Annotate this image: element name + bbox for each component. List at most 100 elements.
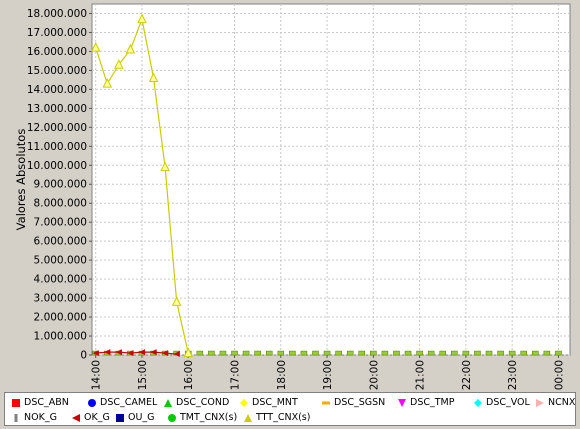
baseline-marker bbox=[219, 350, 227, 356]
x-tick-label: 19:00 bbox=[322, 360, 334, 390]
baseline-marker bbox=[381, 350, 389, 356]
legend-label: TMT_CNX(s) bbox=[180, 412, 238, 423]
x-tick-label: 23:00 bbox=[507, 360, 519, 390]
legend-marker-icon bbox=[240, 399, 248, 407]
baseline-marker bbox=[404, 350, 412, 356]
y-tick-label: 0 bbox=[80, 350, 87, 362]
y-tick-label: 18.000.000 bbox=[27, 8, 87, 20]
data-point bbox=[104, 349, 111, 356]
data-point bbox=[138, 349, 145, 356]
data-point bbox=[127, 350, 134, 357]
legend-marker-icon bbox=[164, 399, 172, 407]
legend-label: DSC_TMP bbox=[410, 397, 455, 408]
baseline-marker bbox=[208, 350, 215, 356]
y-tick-label: 11.000.000 bbox=[27, 141, 87, 153]
data-point bbox=[90, 42, 101, 52]
legend-marker-icon bbox=[72, 414, 80, 422]
legend-label: DSC_CAMEL bbox=[100, 397, 158, 408]
legend-label: DSC_ABN bbox=[24, 397, 69, 408]
legend-label: OK_G bbox=[84, 412, 110, 423]
baseline-marker bbox=[508, 350, 516, 356]
data-point bbox=[125, 43, 136, 54]
x-tick-label: 22:00 bbox=[461, 360, 473, 390]
baseline-marker bbox=[300, 350, 308, 356]
data-point bbox=[162, 350, 169, 357]
baseline-marker bbox=[346, 350, 354, 356]
baseline-marker bbox=[196, 350, 204, 356]
legend-label: NOK_G bbox=[24, 412, 57, 423]
baseline-marker bbox=[474, 350, 481, 356]
x-tick-label: 18:00 bbox=[276, 360, 288, 390]
data-point bbox=[160, 161, 170, 172]
baseline-marker bbox=[370, 350, 377, 356]
y-tick-label: 1.000.000 bbox=[34, 331, 87, 343]
data-point bbox=[148, 72, 159, 82]
x-tick-label: 17:00 bbox=[230, 360, 242, 390]
legend-marker-icon bbox=[322, 401, 330, 405]
y-tick-label: 12.000.000 bbox=[27, 122, 87, 134]
data-point bbox=[137, 13, 147, 24]
legend-marker-icon bbox=[168, 414, 176, 422]
data-point bbox=[102, 78, 113, 88]
legend-marker-icon bbox=[536, 399, 544, 407]
baseline-marker bbox=[451, 350, 458, 356]
x-tick-label: 21:00 bbox=[415, 360, 427, 390]
data-point bbox=[114, 59, 124, 69]
y-tick-label: 7.000.000 bbox=[34, 217, 87, 229]
y-tick-label: 17.000.000 bbox=[27, 27, 87, 39]
data-point bbox=[173, 351, 180, 358]
y-tick-label: 9.000.000 bbox=[34, 179, 87, 191]
baseline-marker bbox=[439, 350, 447, 356]
legend-marker-icon bbox=[244, 414, 252, 422]
y-tick-label: 13.000.000 bbox=[27, 103, 87, 115]
baseline-marker bbox=[323, 350, 331, 356]
legend-marker-icon bbox=[116, 414, 124, 422]
baseline-marker bbox=[254, 350, 261, 356]
x-tick-label: 14:00 bbox=[91, 360, 103, 390]
legend-marker-icon bbox=[14, 414, 18, 422]
baseline-marker bbox=[485, 350, 493, 356]
baseline-marker bbox=[312, 350, 319, 356]
baseline-marker bbox=[231, 350, 238, 356]
legend-label: DSC_SGSN bbox=[334, 397, 386, 408]
legend-label: DSC_VOL bbox=[486, 397, 530, 408]
data-point bbox=[183, 347, 194, 358]
y-tick-label: 6.000.000 bbox=[34, 236, 87, 248]
y-tick-label: 4.000.000 bbox=[34, 274, 87, 286]
data-point bbox=[171, 296, 182, 306]
legend-marker-icon bbox=[474, 399, 482, 407]
baseline-marker bbox=[416, 350, 423, 356]
legend-label: TTT_CNX(s) bbox=[256, 412, 311, 423]
baseline-marker bbox=[427, 350, 435, 356]
baseline-marker bbox=[265, 350, 273, 356]
x-tick-label: 00:00 bbox=[553, 360, 565, 390]
chart-area: 0 1.000.000 2.000.000 3.000.000 4.000.000 5.0… bbox=[14, 3, 571, 390]
baseline-marker bbox=[520, 350, 528, 356]
y-tick-label: 10.000.000 bbox=[27, 160, 87, 172]
y-axis-label: Valores Absolutos bbox=[14, 129, 28, 231]
baseline-marker bbox=[497, 350, 504, 356]
legend-marker-icon bbox=[12, 399, 20, 407]
legend-label: NCNX bbox=[548, 397, 576, 408]
baseline-marker bbox=[242, 350, 250, 356]
baseline-marker bbox=[462, 350, 470, 356]
baseline-marker bbox=[335, 350, 342, 356]
legend-label: DSC_MNT bbox=[252, 397, 298, 408]
data-point bbox=[115, 349, 122, 356]
baseline-marker bbox=[289, 350, 296, 356]
data-point bbox=[92, 350, 99, 357]
legend-marker-icon bbox=[88, 399, 96, 407]
x-tick-label: 16:00 bbox=[183, 360, 195, 390]
baseline-marker bbox=[393, 350, 400, 356]
chart-svg: 0 1.000.000 2.000.000 3.000.000 4.000.000 5.0… bbox=[14, 3, 571, 390]
y-tick-label: 16.000.000 bbox=[27, 46, 87, 58]
y-tick-label: 5.000.000 bbox=[34, 255, 87, 267]
data-point bbox=[150, 349, 157, 356]
legend: DSC_ABN DSC_CAMEL DSC_COND DSC_MNT DSC_SGSN D… bbox=[4, 392, 576, 426]
x-tick-label: 15:00 bbox=[137, 360, 149, 390]
y-tick-label: 15.000.000 bbox=[27, 65, 87, 77]
legend-marker-icon bbox=[398, 399, 406, 407]
baseline-marker bbox=[543, 350, 551, 356]
baseline-marker bbox=[358, 350, 366, 356]
plot-area bbox=[91, 3, 571, 356]
